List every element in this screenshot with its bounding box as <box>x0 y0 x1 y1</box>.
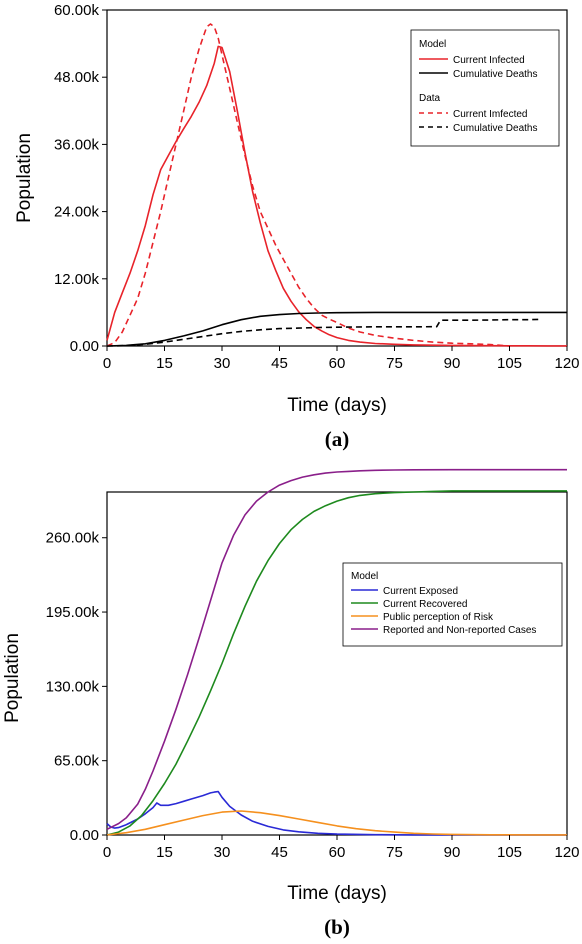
legend-entry: Current Exposed <box>383 586 458 597</box>
series-line <box>106 490 567 836</box>
legend-entry: Public perception of Risk <box>383 612 494 623</box>
axis-ticks: 0 15 30 45 60 75 90 105 120 0.00 12.00k 24.00k 36.00… <box>54 2 580 372</box>
y-tick-label: 195.00k <box>46 604 100 621</box>
x-tick-label: 30 <box>214 355 231 372</box>
legend-entry: Current Imfected <box>453 109 527 120</box>
x-tick-label: 75 <box>386 355 403 372</box>
y-tick-label: 0.00 <box>70 827 99 844</box>
x-tick-label: 15 <box>156 844 173 861</box>
legend-heading: Data <box>419 93 441 104</box>
y-tick-label: 36.00k <box>54 136 100 153</box>
x-tick-label: 0 <box>103 844 111 861</box>
legend: Model Current Infected Cumulative Deaths… <box>410 29 560 147</box>
legend-entry: Cumulative Deaths <box>453 69 537 80</box>
legend: Model Current Exposed Current Recovered … <box>342 562 563 647</box>
series-line <box>106 468 567 831</box>
panel-label: (b) <box>324 915 350 939</box>
x-axis-label: Time (days) <box>287 395 387 416</box>
x-tick-label: 60 <box>329 844 346 861</box>
x-tick-label: 75 <box>386 844 403 861</box>
x-tick-label: 45 <box>271 844 288 861</box>
series-line <box>106 311 567 347</box>
series-line <box>106 790 567 836</box>
x-tick-label: 90 <box>444 844 461 861</box>
x-tick-label: 90 <box>444 355 461 372</box>
panel-label: (a) <box>325 427 350 451</box>
x-axis-label: Time (days) <box>287 883 387 904</box>
y-tick-label: 260.00k <box>46 530 100 547</box>
y-tick-label: 12.00k <box>54 271 100 288</box>
legend-heading: Model <box>351 571 378 582</box>
legend-entry: Current Infected <box>453 55 525 66</box>
legend-box <box>342 562 563 647</box>
legend-box <box>410 29 560 147</box>
series-group <box>106 23 567 347</box>
x-tick-label: 105 <box>497 355 522 372</box>
x-tick-label: 60 <box>329 355 346 372</box>
plot-frame <box>106 491 568 836</box>
chart-panel-a: 0 15 30 45 60 75 90 105 120 0.00 12.00k 24.00k 36.00… <box>14 2 580 451</box>
y-axis-label: Population <box>14 133 35 223</box>
y-tick-label: 60.00k <box>54 2 100 19</box>
x-tick-label: 45 <box>271 355 288 372</box>
series-line <box>106 810 567 836</box>
series-group <box>106 468 567 836</box>
x-tick-label: 120 <box>554 355 579 372</box>
legend-entry: Reported and Non-reported Cases <box>383 625 536 636</box>
x-tick-label: 15 <box>156 355 173 372</box>
y-tick-label: 24.00k <box>54 204 100 221</box>
legend-entry: Current Recovered <box>383 599 467 610</box>
x-tick-label: 120 <box>554 844 579 861</box>
y-tick-label: 65.00k <box>54 753 100 770</box>
x-tick-label: 30 <box>214 844 231 861</box>
series-line <box>106 318 541 347</box>
y-tick-label: 0.00 <box>70 338 99 355</box>
axis-ticks: 0 15 30 45 60 75 90 105 120 0.00 65.00k 130.00k 195.… <box>46 530 580 861</box>
y-tick-label: 130.00k <box>46 678 100 695</box>
chart-panel-b: 0 15 30 45 60 75 90 105 120 0.00 65.00k 130.00k 195.… <box>2 468 580 939</box>
legend-entry: Cumulative Deaths <box>453 123 537 134</box>
series-line <box>106 23 510 347</box>
y-axis-label: Population <box>2 633 23 723</box>
series-line <box>106 45 567 347</box>
y-tick-label: 48.00k <box>54 69 100 86</box>
x-tick-label: 0 <box>103 355 111 372</box>
x-tick-label: 105 <box>497 844 522 861</box>
legend-heading: Model <box>419 39 446 50</box>
